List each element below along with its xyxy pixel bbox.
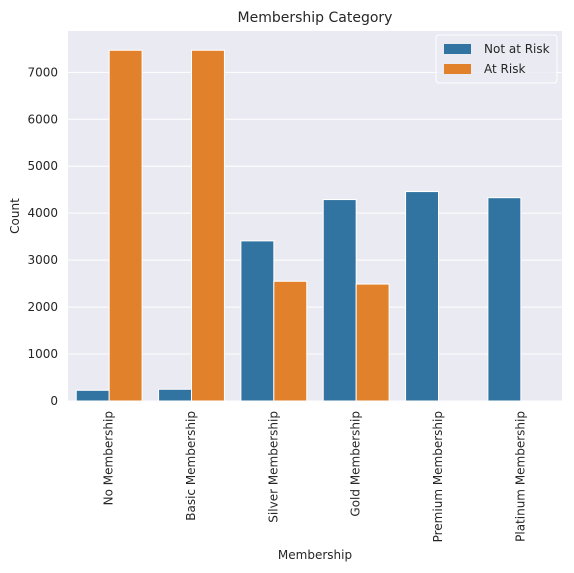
bars (75, 49, 522, 402)
legend-swatch (444, 44, 471, 54)
y-tick-label: 6000 (27, 112, 58, 126)
bar-not-at-risk (487, 197, 522, 402)
bar-not-at-risk (75, 389, 110, 402)
x-axis-ticks: No Membership Basic Membership Silver Memb… (102, 411, 528, 542)
y-axis-ticks: 0 1000 2000 3000 4000 5000 6000 7000 (27, 65, 58, 408)
bar-at-risk (108, 49, 143, 402)
bar-not-at-risk (158, 388, 192, 402)
bar-at-risk (191, 49, 225, 402)
y-tick-label: 5000 (27, 159, 58, 173)
x-tick-label: Basic Membership (184, 411, 198, 521)
legend-label: At Risk (484, 62, 525, 76)
y-tick-label: 1000 (27, 347, 58, 361)
chart-title: Membership Category (238, 10, 393, 26)
x-tick-label: Silver Membership (266, 411, 280, 523)
y-tick-label: 2000 (27, 300, 58, 314)
y-axis-label: Count (8, 198, 22, 234)
bar-at-risk (273, 280, 308, 402)
x-tick-label: Premium Membership (431, 411, 445, 542)
x-tick-label: Platinum Membership (513, 411, 527, 542)
legend-label: Not at Risk (484, 42, 550, 56)
bar-at-risk (355, 283, 390, 402)
bar-not-at-risk (322, 199, 357, 402)
plot-area (68, 31, 562, 401)
x-axis-label: Membership (278, 548, 352, 562)
legend-swatch (444, 64, 471, 74)
y-tick-label: 4000 (27, 206, 58, 220)
x-tick-label: No Membership (102, 411, 116, 505)
x-tick-label: Gold Membership (349, 411, 363, 517)
bar-not-at-risk (405, 191, 440, 402)
y-tick-label: 7000 (27, 65, 58, 79)
legend: Not at Risk At Risk (435, 34, 558, 84)
bar-not-at-risk (240, 240, 275, 402)
y-tick-label: 0 (50, 394, 58, 408)
y-tick-label: 3000 (27, 253, 58, 267)
